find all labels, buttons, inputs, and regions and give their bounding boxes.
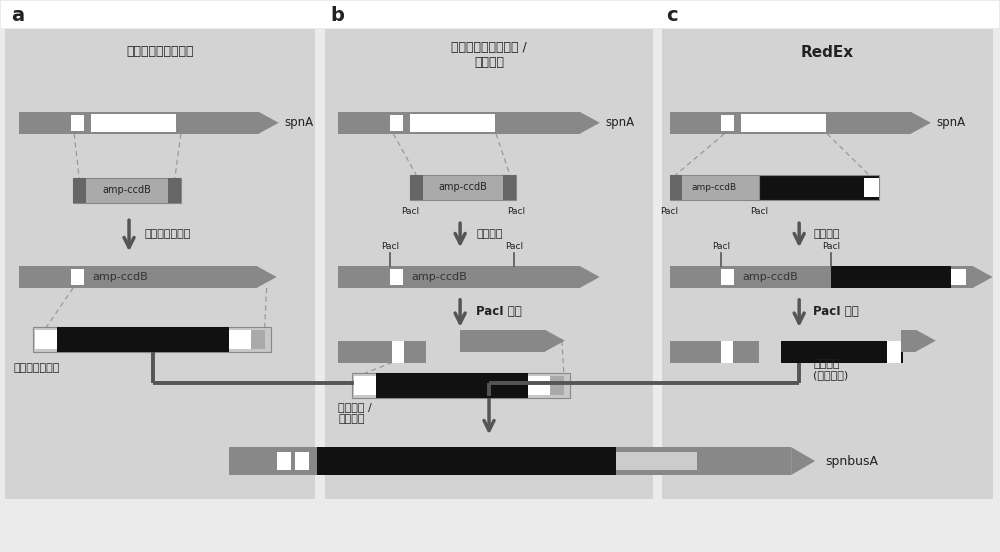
Text: 线环重组＋线线重组 /
体外退火: 线环重组＋线线重组 / 体外退火 xyxy=(451,41,527,69)
Text: 线线重组 /
体外退火: 线线重组 / 体外退火 xyxy=(338,402,372,424)
Bar xyxy=(670,175,759,200)
Bar xyxy=(670,175,682,200)
Bar xyxy=(73,178,86,203)
Text: PacI: PacI xyxy=(507,207,525,216)
Bar xyxy=(721,341,733,363)
Text: spnA: spnA xyxy=(606,116,635,129)
Bar xyxy=(352,373,570,398)
Text: PacI: PacI xyxy=(660,207,679,216)
Bar xyxy=(33,327,271,352)
Bar xyxy=(831,266,951,288)
Text: spnbusA: spnbusA xyxy=(825,454,878,468)
Text: PacI: PacI xyxy=(401,207,419,216)
Text: c: c xyxy=(667,6,678,25)
Bar xyxy=(91,114,176,132)
Bar xyxy=(951,269,966,285)
Text: PacI: PacI xyxy=(822,242,840,251)
Bar xyxy=(57,327,229,352)
Text: a: a xyxy=(11,6,24,25)
Bar xyxy=(410,175,516,200)
Text: amp-ccdB: amp-ccdB xyxy=(103,185,151,195)
Polygon shape xyxy=(259,112,279,134)
Text: 线环重组: 线环重组 xyxy=(813,229,840,239)
Bar xyxy=(317,447,616,475)
Bar xyxy=(721,115,734,131)
Bar xyxy=(390,269,403,285)
Text: 线环重组: 线环重组 xyxy=(476,229,503,239)
Bar xyxy=(460,330,545,352)
Text: PacI 酶切: PacI 酶切 xyxy=(813,305,859,319)
Bar xyxy=(338,266,580,288)
Bar xyxy=(887,341,901,363)
Bar xyxy=(721,269,734,285)
Polygon shape xyxy=(257,266,277,288)
Text: PacI 酶切: PacI 酶切 xyxy=(476,305,522,319)
Text: 第一轮线环重组: 第一轮线环重组 xyxy=(145,229,191,239)
Bar xyxy=(550,376,564,395)
Text: 体外退火
(自身环化): 体外退火 (自身环化) xyxy=(813,359,848,380)
Bar xyxy=(168,178,181,203)
Bar xyxy=(73,178,181,203)
Bar xyxy=(338,341,426,363)
Polygon shape xyxy=(545,330,565,352)
Bar xyxy=(71,269,84,285)
Bar xyxy=(670,112,911,134)
Text: amp-ccdB: amp-ccdB xyxy=(439,183,488,193)
Bar xyxy=(670,266,973,288)
Polygon shape xyxy=(911,112,931,134)
Bar xyxy=(35,330,57,349)
Text: amp-ccdB: amp-ccdB xyxy=(692,183,737,192)
Polygon shape xyxy=(580,266,600,288)
Polygon shape xyxy=(791,447,815,475)
Bar xyxy=(354,376,376,395)
Bar xyxy=(410,175,423,200)
Text: 第二轮线环重组: 第二轮线环重组 xyxy=(13,363,60,373)
Bar xyxy=(19,266,257,288)
Bar xyxy=(759,175,879,200)
Bar xyxy=(1,2,999,28)
Text: PacI: PacI xyxy=(381,242,399,251)
Bar xyxy=(662,29,993,499)
Bar xyxy=(741,114,826,132)
Text: amp-ccdB: amp-ccdB xyxy=(742,272,798,282)
Bar xyxy=(392,341,404,363)
Text: b: b xyxy=(330,6,344,25)
Bar xyxy=(390,115,403,131)
Bar xyxy=(376,373,528,398)
Text: 线环重组＋线环重组: 线环重组＋线环重组 xyxy=(126,45,194,58)
Bar xyxy=(251,330,265,349)
Bar xyxy=(71,115,84,131)
Bar xyxy=(325,29,653,499)
Text: spnA: spnA xyxy=(285,116,314,129)
Bar xyxy=(781,341,903,363)
Polygon shape xyxy=(973,266,993,288)
Bar xyxy=(229,330,251,349)
Text: RedEx: RedEx xyxy=(801,45,854,60)
Text: PacI: PacI xyxy=(750,207,768,216)
Text: PacI: PacI xyxy=(505,242,523,251)
Text: amp-ccdB: amp-ccdB xyxy=(92,272,148,282)
Bar xyxy=(503,175,516,200)
Bar xyxy=(338,112,580,134)
Text: PacI: PacI xyxy=(712,242,730,251)
Text: amp-ccdB: amp-ccdB xyxy=(411,272,467,282)
Bar xyxy=(277,452,291,470)
Bar xyxy=(295,452,309,470)
Bar xyxy=(670,341,759,363)
Bar xyxy=(19,112,259,134)
Polygon shape xyxy=(580,112,600,134)
Bar xyxy=(528,376,550,395)
Bar xyxy=(229,447,791,475)
Bar xyxy=(5,29,315,499)
Polygon shape xyxy=(916,330,936,352)
Bar xyxy=(616,452,697,470)
Bar xyxy=(901,330,916,352)
Text: spnA: spnA xyxy=(937,116,966,129)
Bar xyxy=(410,114,495,132)
Bar xyxy=(864,178,879,197)
